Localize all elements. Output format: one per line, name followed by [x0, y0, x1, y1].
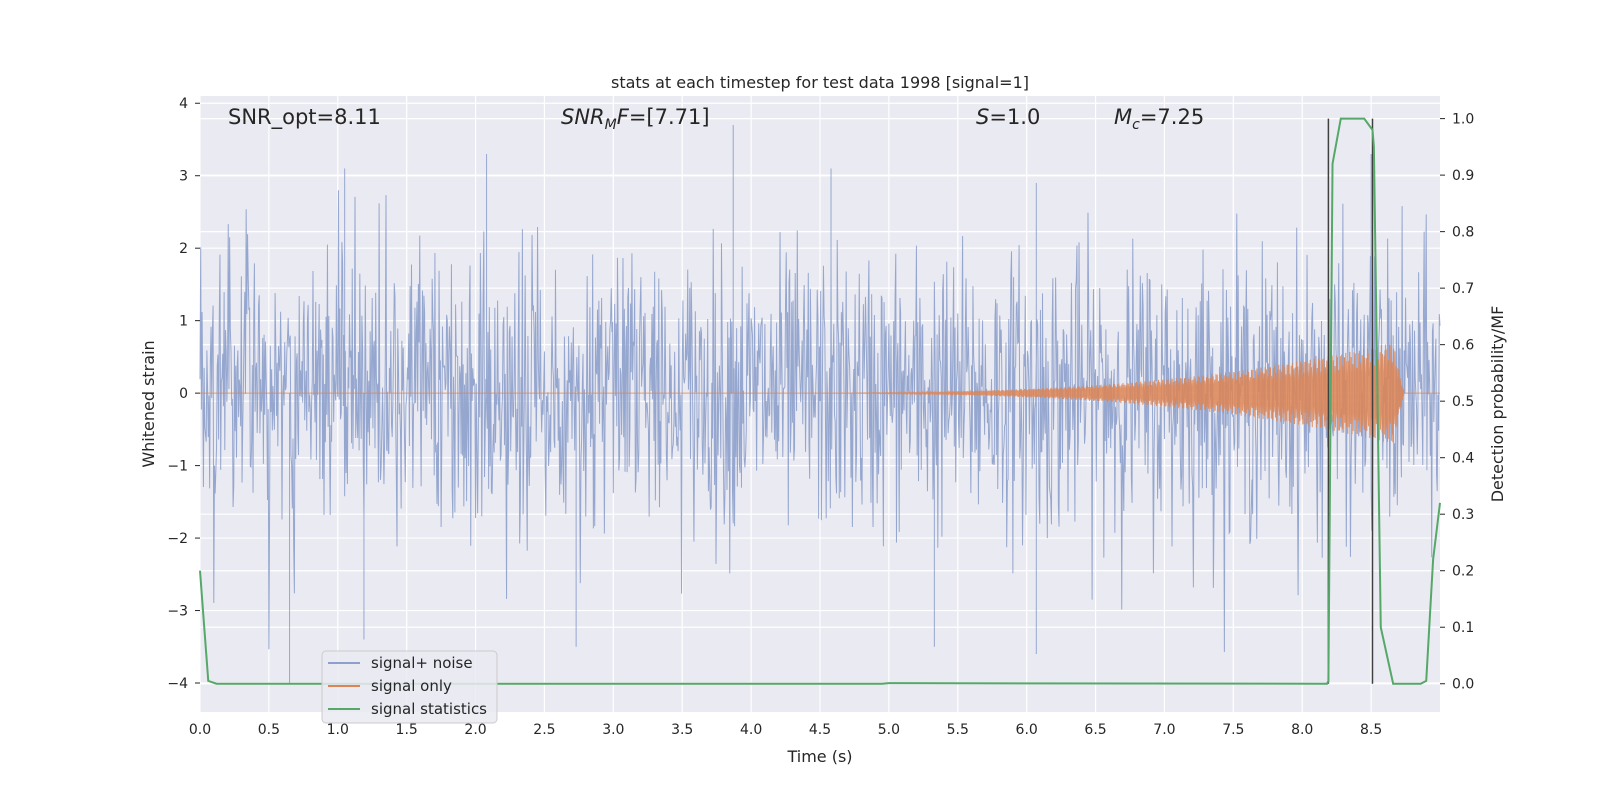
x-tick-label: 3.0 — [602, 722, 624, 738]
x-tick-label: 4.5 — [809, 722, 831, 738]
series-signal-statistics — [199, 117, 1441, 685]
legend-label-signal: signal only — [371, 677, 452, 695]
x-tick-label: 8.5 — [1360, 722, 1382, 738]
y-left-axis-label: Whitened strain — [139, 340, 158, 467]
x-tick-label: 0.0 — [189, 722, 211, 738]
y-right-tick-label: 0.0 — [1452, 677, 1474, 693]
x-tick-label: 0.5 — [258, 722, 280, 738]
y-left-tick-label: −3 — [167, 604, 188, 620]
chart-title: stats at each timestep for test data 199… — [611, 73, 1029, 92]
signal-trace — [200, 344, 1440, 443]
x-tick-label: 5.5 — [947, 722, 969, 738]
legend-label-noise: signal+ noise — [371, 654, 473, 672]
series-signal-only — [200, 344, 1440, 443]
y-right-tick-label: 0.7 — [1452, 281, 1474, 297]
y-left-tick-label: −4 — [167, 676, 188, 692]
grid — [199, 96, 1440, 712]
x-tick-label: 5.0 — [878, 722, 900, 738]
y-left-tick-label: −2 — [167, 531, 188, 547]
y-left-tick-label: 1 — [179, 314, 188, 330]
x-tick-label: 1.5 — [396, 722, 418, 738]
y-right-tick-label: 0.3 — [1452, 507, 1474, 523]
x-tick-label: 2.0 — [464, 722, 486, 738]
y-left-tick-label: 0 — [179, 386, 188, 402]
y-right-tick-label: 0.2 — [1452, 564, 1474, 580]
x-axis-label: Time (s) — [786, 747, 852, 766]
y-right-tick-label: 1.0 — [1452, 112, 1474, 128]
y-right-tick-label: 0.9 — [1452, 168, 1474, 184]
x-axis-ticks: 0.0 0.5 1.0 1.5 2.0 2.5 3.0 3.5 4.0 4.5 5.0 5.5 6.0 6… — [189, 722, 1382, 738]
y-left-axis-ticks: −4 −3 −2 −1 0 1 2 3 4 — [167, 96, 200, 692]
x-tick-label: 7.5 — [1222, 722, 1244, 738]
y-left-tick-label: 3 — [179, 169, 188, 185]
y-right-axis-label: Detection probability/MF — [1488, 306, 1507, 503]
legend-box — [321, 650, 498, 724]
annotation-snr-mf: SNRMF=[7.71] — [561, 105, 710, 133]
x-tick-label: 6.5 — [1084, 722, 1106, 738]
y-right-tick-label: 0.4 — [1452, 451, 1474, 467]
y-right-tick-label: 0.5 — [1452, 394, 1474, 410]
y-left-tick-label: 2 — [179, 241, 188, 257]
noise-trace — [199, 124, 1441, 684]
x-tick-label: 6.0 — [1016, 722, 1038, 738]
y-right-tick-label: 0.1 — [1452, 620, 1474, 636]
y-right-tick-label: 0.6 — [1452, 338, 1474, 354]
stats-trace — [199, 117, 1441, 685]
legend: signal+ noise signal only signal statist… — [321, 650, 498, 724]
y-left-tick-label: −1 — [167, 459, 188, 475]
series-signal-plus-noise — [199, 124, 1441, 684]
x-tick-label: 2.5 — [533, 722, 555, 738]
y-left-tick-label: 4 — [179, 96, 188, 112]
annotation-mc: Mc=7.25 — [1114, 105, 1204, 133]
x-tick-label: 3.5 — [671, 722, 693, 738]
annotation-snr-opt: SNR_opt=8.11 — [228, 105, 381, 130]
x-tick-label: 7.0 — [1153, 722, 1175, 738]
x-tick-label: 4.0 — [740, 722, 762, 738]
x-tick-label: 1.0 — [327, 722, 349, 738]
y-right-axis-ticks: 0.0 0.1 0.2 0.3 0.4 0.5 0.6 0.7 0.8 0.9 1.0 — [1440, 112, 1474, 693]
x-tick-label: 8.0 — [1291, 722, 1313, 738]
annotation-s: S=1.0 — [976, 105, 1040, 129]
legend-label-stats: signal statistics — [371, 700, 487, 718]
y-right-tick-label: 0.8 — [1452, 225, 1474, 241]
